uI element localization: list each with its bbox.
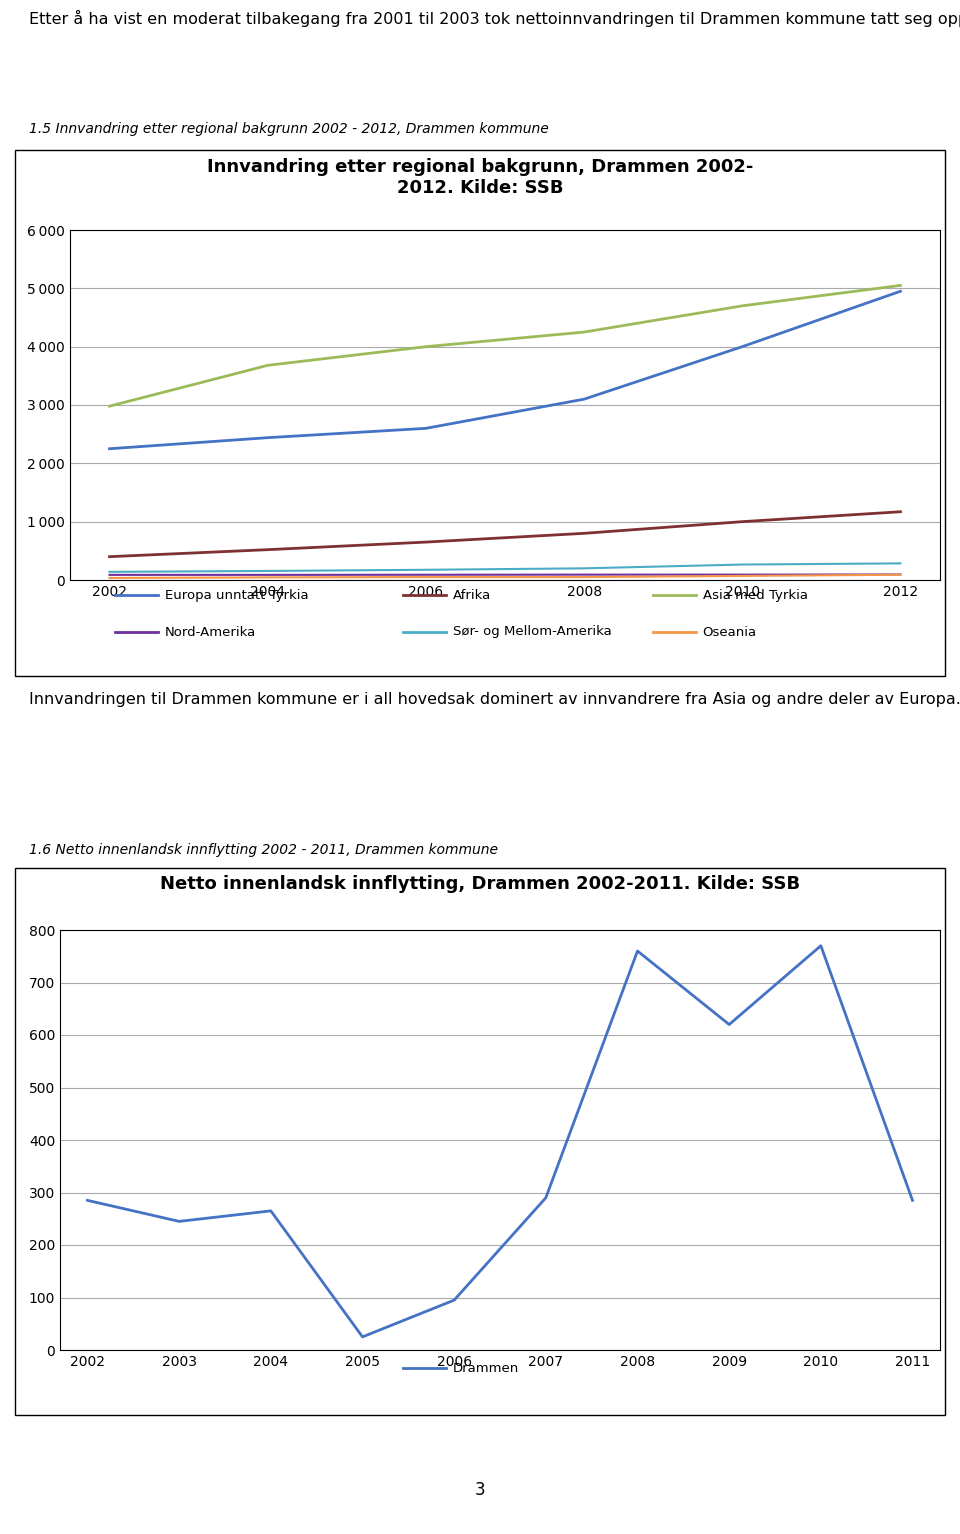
Asia med Tyrkia [262, 356, 274, 374]
Text: Nord-Amerika: Nord-Amerika [165, 626, 256, 638]
Text: Innvandringen til Drammen kommune er i all hovedsak dominert av innvandrere fra : Innvandringen til Drammen kommune er i a… [29, 690, 960, 707]
Text: Sør- og Mellom-Amerika: Sør- og Mellom-Amerika [453, 626, 612, 638]
Drammen [174, 1212, 185, 1230]
Sør- og Mellom-Amerika [262, 561, 274, 580]
Text: Drammen: Drammen [453, 1362, 519, 1374]
Drammen [448, 1292, 460, 1310]
Oseania [262, 568, 274, 586]
Drammen [265, 1201, 276, 1220]
Oseania [736, 566, 748, 584]
Oseania [104, 569, 115, 588]
Afrika [420, 532, 432, 551]
Afrika [895, 503, 906, 522]
Text: Netto innenlandsk innflytting, Drammen 2002-2011. Kilde: SSB: Netto innenlandsk innflytting, Drammen 2… [160, 874, 800, 893]
Drammen [540, 1189, 552, 1207]
Afrika [104, 548, 115, 566]
Asia med Tyrkia [420, 337, 432, 356]
Drammen [724, 1016, 735, 1034]
Oseania [420, 568, 432, 586]
Sør- og Mellom-Amerika [736, 555, 748, 574]
Nord-Amerika [895, 565, 906, 583]
Nord-Amerika [104, 566, 115, 584]
Europa unntatt Tyrkia [895, 282, 906, 301]
Drammen [82, 1192, 93, 1210]
Oseania [578, 568, 589, 586]
Text: 1.6 Netto innenlandsk innflytting 2002 - 2011, Drammen kommune: 1.6 Netto innenlandsk innflytting 2002 -… [29, 844, 498, 858]
Line: Sør- og Mellom-Amerika: Sør- og Mellom-Amerika [109, 563, 900, 572]
Nord-Amerika [420, 566, 432, 584]
Afrika [578, 525, 589, 543]
Sør- og Mellom-Amerika [420, 560, 432, 578]
Asia med Tyrkia [104, 397, 115, 416]
Sør- og Mellom-Amerika [578, 558, 589, 577]
Text: Oseania: Oseania [703, 626, 756, 638]
Afrika [262, 540, 274, 558]
Asia med Tyrkia [895, 276, 906, 295]
Text: Afrika: Afrika [453, 589, 492, 601]
Drammen [357, 1327, 369, 1345]
Line: Oseania: Oseania [109, 575, 900, 578]
Nord-Amerika [736, 566, 748, 584]
Asia med Tyrkia [578, 322, 589, 341]
Europa unntatt Tyrkia [262, 428, 274, 446]
Line: Europa unntatt Tyrkia: Europa unntatt Tyrkia [109, 291, 900, 449]
Europa unntatt Tyrkia [104, 440, 115, 459]
Drammen [907, 1192, 919, 1210]
Europa unntatt Tyrkia [578, 390, 589, 408]
Drammen [815, 937, 827, 956]
Nord-Amerika [262, 566, 274, 584]
Text: Asia med Tyrkia: Asia med Tyrkia [703, 589, 807, 601]
Text: Europa unntatt Tyrkia: Europa unntatt Tyrkia [165, 589, 309, 601]
Nord-Amerika [578, 566, 589, 584]
Sør- og Mellom-Amerika [104, 563, 115, 581]
Line: Drammen: Drammen [87, 946, 913, 1336]
Text: Etter å ha vist en moderat tilbakegang fra 2001 til 2003 tok nettoinnvandringen : Etter å ha vist en moderat tilbakegang f… [29, 11, 960, 28]
Text: 3: 3 [474, 1480, 486, 1499]
Text: 1.5 Innvandring etter regional bakgrunn 2002 - 2012, Drammen kommune: 1.5 Innvandring etter regional bakgrunn … [29, 123, 548, 137]
Text: Innvandring etter regional bakgrunn, Drammen 2002-
2012. Kilde: SSB: Innvandring etter regional bakgrunn, Dra… [206, 158, 754, 196]
Sør- og Mellom-Amerika [895, 554, 906, 572]
Oseania [895, 566, 906, 584]
Asia med Tyrkia [736, 296, 748, 314]
Europa unntatt Tyrkia [420, 419, 432, 437]
Europa unntatt Tyrkia [736, 337, 748, 356]
Afrika [736, 512, 748, 531]
Line: Asia med Tyrkia: Asia med Tyrkia [109, 285, 900, 407]
Line: Afrika: Afrika [109, 512, 900, 557]
Drammen [632, 942, 643, 960]
